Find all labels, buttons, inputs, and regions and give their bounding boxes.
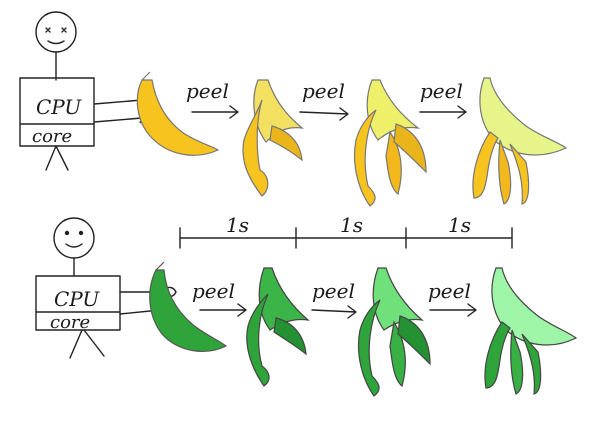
head-1	[35, 11, 77, 53]
arrow-row1-1	[191, 105, 239, 119]
arrow-row2-3	[429, 303, 477, 317]
eyes-1	[45, 27, 67, 33]
row-2: CPU core peel	[35, 217, 578, 397]
legs-2	[69, 329, 105, 359]
peel-label-row1-3: peel	[420, 79, 463, 103]
core-label-2: core	[50, 312, 90, 333]
row-1: CPU core peel	[19, 11, 568, 207]
peel-label-row2-1: peel	[192, 279, 235, 303]
timeline: 1s 1s 1s	[179, 213, 513, 249]
banana-green-peel-3	[484, 267, 578, 395]
banana-yellow-whole	[136, 71, 220, 156]
peel-label-row1-2: peel	[302, 79, 345, 103]
head-2	[53, 217, 95, 259]
banana-yellow-peel-2	[353, 79, 427, 207]
cpu-label-1: CPU	[36, 95, 82, 119]
timeline-segment-2: 1s	[340, 213, 363, 237]
arrow-row1-3	[419, 105, 467, 119]
arrow-row1-2	[299, 107, 349, 121]
peel-label-row1-1: peel	[186, 79, 229, 103]
banana-green-peel-1	[246, 267, 310, 387]
cpu-label-2: CPU	[54, 287, 100, 311]
mouth-1	[47, 40, 65, 45]
peel-label-row2-2: peel	[312, 279, 355, 303]
arms-1	[93, 99, 143, 123]
timeline-segment-1: 1s	[226, 213, 249, 237]
arrow-row2-2	[311, 305, 357, 319]
timeline-segment-3: 1s	[448, 213, 471, 237]
mouth-2	[65, 243, 83, 248]
cpu-box-1	[19, 77, 95, 147]
arrow-row2-1	[199, 303, 247, 317]
eye-left-2	[64, 230, 70, 236]
legs-1	[45, 145, 69, 171]
banana-yellow-peel-3	[472, 77, 568, 205]
banana-yellow-peel-1	[242, 79, 304, 197]
cpu-box-2	[35, 275, 121, 331]
eye-right-2	[78, 230, 84, 236]
peel-label-row2-3: peel	[428, 279, 471, 303]
core-label-1: core	[32, 126, 72, 147]
banana-green-peel-2	[357, 267, 431, 397]
banana-green-whole	[149, 261, 228, 352]
